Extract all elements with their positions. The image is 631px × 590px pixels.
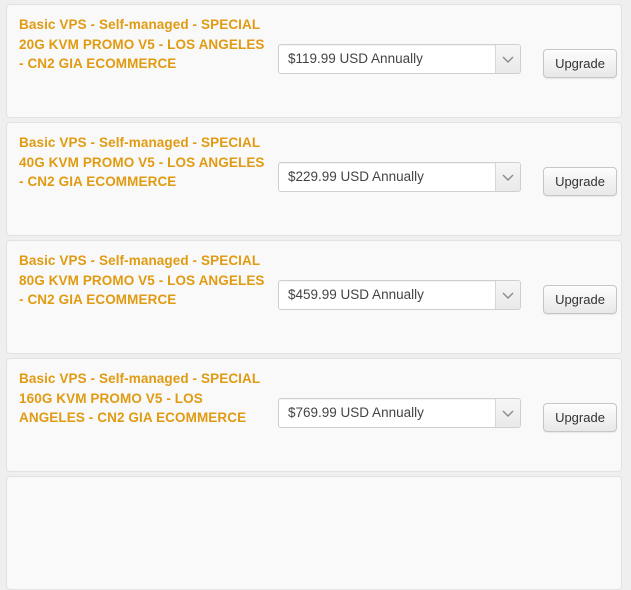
- chevron-down-icon[interactable]: [495, 399, 520, 427]
- upgrade-button[interactable]: Upgrade: [543, 49, 617, 78]
- chevron-down-icon[interactable]: [495, 163, 520, 191]
- billing-cycle-select[interactable]: $769.99 USD Annually: [278, 398, 521, 428]
- chevron-down-icon[interactable]: [495, 281, 520, 309]
- product-title: Basic VPS - Self-managed - SPECIAL 80G K…: [19, 253, 265, 307]
- billing-cycle-value: $119.99 USD Annually: [288, 51, 423, 66]
- product-row-partial: [6, 476, 622, 590]
- product-title: Basic VPS - Self-managed - SPECIAL 40G K…: [19, 135, 265, 189]
- billing-cycle-select[interactable]: $229.99 USD Annually: [278, 162, 521, 192]
- product-title: Basic VPS - Self-managed - SPECIAL 160G …: [19, 371, 260, 425]
- billing-cycle-value: $769.99 USD Annually: [288, 405, 424, 420]
- billing-cycle-select[interactable]: $459.99 USD Annually: [278, 280, 521, 310]
- product-row: Basic VPS - Self-managed - SPECIAL 80G K…: [6, 240, 622, 354]
- billing-cycle-value: $229.99 USD Annually: [288, 169, 424, 184]
- product-title: Basic VPS - Self-managed - SPECIAL 20G K…: [19, 17, 265, 71]
- upgrade-button[interactable]: Upgrade: [543, 167, 617, 196]
- upgrade-button[interactable]: Upgrade: [543, 403, 617, 432]
- product-row: Basic VPS - Self-managed - SPECIAL 160G …: [6, 358, 622, 472]
- upgrade-button[interactable]: Upgrade: [543, 285, 617, 314]
- chevron-down-icon[interactable]: [495, 45, 520, 73]
- billing-cycle-value: $459.99 USD Annually: [288, 287, 424, 302]
- billing-cycle-select[interactable]: $119.99 USD Annually: [278, 44, 521, 74]
- product-row: Basic VPS - Self-managed - SPECIAL 40G K…: [6, 122, 622, 236]
- product-row: Basic VPS - Self-managed - SPECIAL 20G K…: [6, 4, 622, 118]
- product-upgrade-list: Basic VPS - Self-managed - SPECIAL 20G K…: [6, 4, 622, 590]
